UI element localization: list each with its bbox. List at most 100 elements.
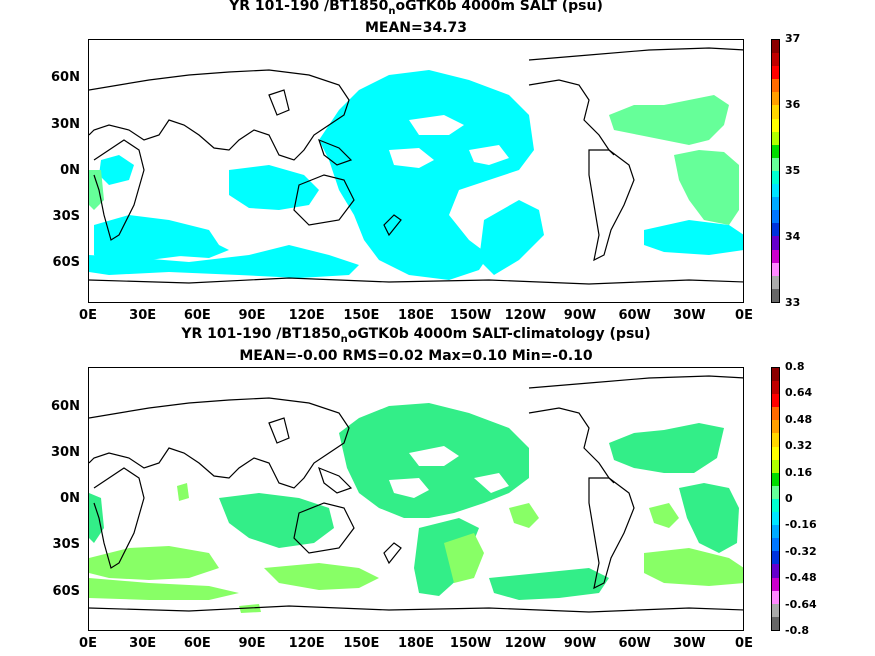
panel2-anomaly-fill-green <box>89 483 743 613</box>
colorbar-label: -0.16 <box>785 518 817 532</box>
colorbar-label: 35 <box>785 164 801 177</box>
panel1-title-post: oGTK0b 4000m SALT (psu) <box>395 0 603 14</box>
colorbar-segment <box>772 590 779 604</box>
colorbar-segment <box>772 577 779 591</box>
colorbar-label: 34 <box>785 230 801 243</box>
lon-label: 30W <box>673 636 706 651</box>
colorbar-segment <box>772 525 779 539</box>
colorbar-label: 0.32 <box>785 439 813 453</box>
lon-label: 30E <box>129 308 157 323</box>
colorbar-segment <box>772 498 779 513</box>
panel2-title-post: oGTK0b 4000m SALT-climatology (psu) <box>347 326 651 342</box>
colorbar-segment <box>772 223 779 237</box>
lon-label: 60E <box>183 308 211 323</box>
lon-label: 0E <box>735 636 753 651</box>
lon-label: 60E <box>183 636 211 651</box>
colorbar-label: -0.48 <box>785 571 817 585</box>
colorbar-label: 0.48 <box>785 412 813 426</box>
lon-label: 0E <box>79 636 97 651</box>
colorbar-segment <box>772 157 779 171</box>
colorbar-segment <box>772 236 779 250</box>
panel2-lat-60N: 60N <box>51 399 80 414</box>
panel1-title-pre: YR 101-190 /BT1850 <box>229 0 389 14</box>
colorbar-label: -0.64 <box>785 597 817 611</box>
panel1-title-line1: YR 101-190 /BT1850noGTK0b 4000m SALT (ps… <box>88 0 744 20</box>
colorbar-label: 0.16 <box>785 465 813 479</box>
colorbar-label: -0.8 <box>785 624 810 637</box>
panel1-title-sub: n <box>388 5 396 17</box>
lon-label: 120W <box>504 308 547 323</box>
lon-label: 90W <box>563 308 597 323</box>
panel1-coastlines <box>89 47 743 285</box>
lon-label: 120E <box>288 636 325 651</box>
lon-label: 150W <box>449 636 492 651</box>
colorbar-label: 0.8 <box>785 360 805 373</box>
colorbar-segment <box>772 512 779 526</box>
panel2-title-sub: n <box>340 333 348 345</box>
lon-label: 30E <box>129 636 157 651</box>
colorbar-segment <box>772 210 779 224</box>
colorbar-segment <box>772 144 779 158</box>
panel1-lat-30S: 30S <box>52 209 80 224</box>
lon-label: 60W <box>618 636 651 651</box>
lon-label: 150E <box>343 308 380 323</box>
colorbar-segment <box>772 118 779 132</box>
panel1-lat-60S: 60S <box>52 255 80 270</box>
colorbar-label: 0 <box>785 492 793 505</box>
lon-label: 30W <box>673 308 706 323</box>
panel1-salinity-fill-green <box>89 95 739 225</box>
colorbar-segment <box>772 472 779 486</box>
panel1-colorbar <box>771 39 780 303</box>
colorbar-segment <box>772 184 779 198</box>
panel1-salinity-fill <box>89 70 743 280</box>
colorbar-segment <box>772 368 779 382</box>
lon-label: 120W <box>504 636 547 651</box>
panel2-map <box>88 367 744 631</box>
lon-label: 120E <box>288 308 325 323</box>
colorbar-segment <box>772 197 779 211</box>
colorbar-segment <box>772 275 779 289</box>
colorbar-segment <box>772 92 779 106</box>
colorbar-segment <box>772 249 779 263</box>
colorbar-segment <box>772 40 779 54</box>
panel1-fill-gaps <box>389 115 509 168</box>
panel2-map-svg <box>89 375 743 613</box>
colorbar-segment <box>772 170 779 185</box>
colorbar-segment <box>772 66 779 80</box>
panel2-lat-30S: 30S <box>52 537 80 552</box>
colorbar-segment <box>772 551 779 565</box>
colorbar-segment <box>772 105 779 119</box>
colorbar-segment <box>772 564 779 578</box>
lon-label: 0E <box>79 308 97 323</box>
colorbar-segment <box>772 459 779 473</box>
panel1-lat-30N: 30N <box>51 117 80 132</box>
panel2-title-line2: MEAN=-0.00 RMS=0.02 Max=0.10 Min=-0.10 <box>239 348 593 364</box>
lon-label: 90E <box>238 308 266 323</box>
colorbar-segment <box>772 381 779 395</box>
panel2-anomaly-fill <box>89 403 739 600</box>
colorbar-segment <box>772 394 779 408</box>
panel2-lat-60S: 60S <box>52 584 80 599</box>
colorbar-label: 33 <box>785 296 801 309</box>
colorbar-segment <box>772 420 779 434</box>
panel2-lat-30N: 30N <box>51 445 80 460</box>
panel1-map <box>88 39 744 303</box>
colorbar-segment <box>772 262 779 276</box>
panel2-title-line1: YR 101-190 /BT1850noGTK0b 4000m SALT-cli… <box>88 326 744 348</box>
colorbar-label: 36 <box>785 98 801 111</box>
colorbar-label: -0.32 <box>785 544 817 558</box>
panel1-map-svg <box>89 47 743 285</box>
lon-label: 180E <box>397 308 435 323</box>
lon-label: 180E <box>397 636 435 651</box>
colorbar-segment <box>772 407 779 421</box>
colorbar-segment <box>772 79 779 93</box>
colorbar-segment <box>772 603 779 617</box>
panel2-coastlines <box>89 375 743 613</box>
colorbar-segment <box>772 446 779 460</box>
colorbar-segment <box>772 538 779 552</box>
lon-label: 90E <box>238 636 266 651</box>
panel1-title-line2: MEAN=34.73 <box>364 20 468 36</box>
colorbar-label: 0.64 <box>785 386 813 400</box>
panel2-title-pre: YR 101-190 /BT1850 <box>181 326 341 342</box>
lon-label: 0E <box>735 308 753 323</box>
